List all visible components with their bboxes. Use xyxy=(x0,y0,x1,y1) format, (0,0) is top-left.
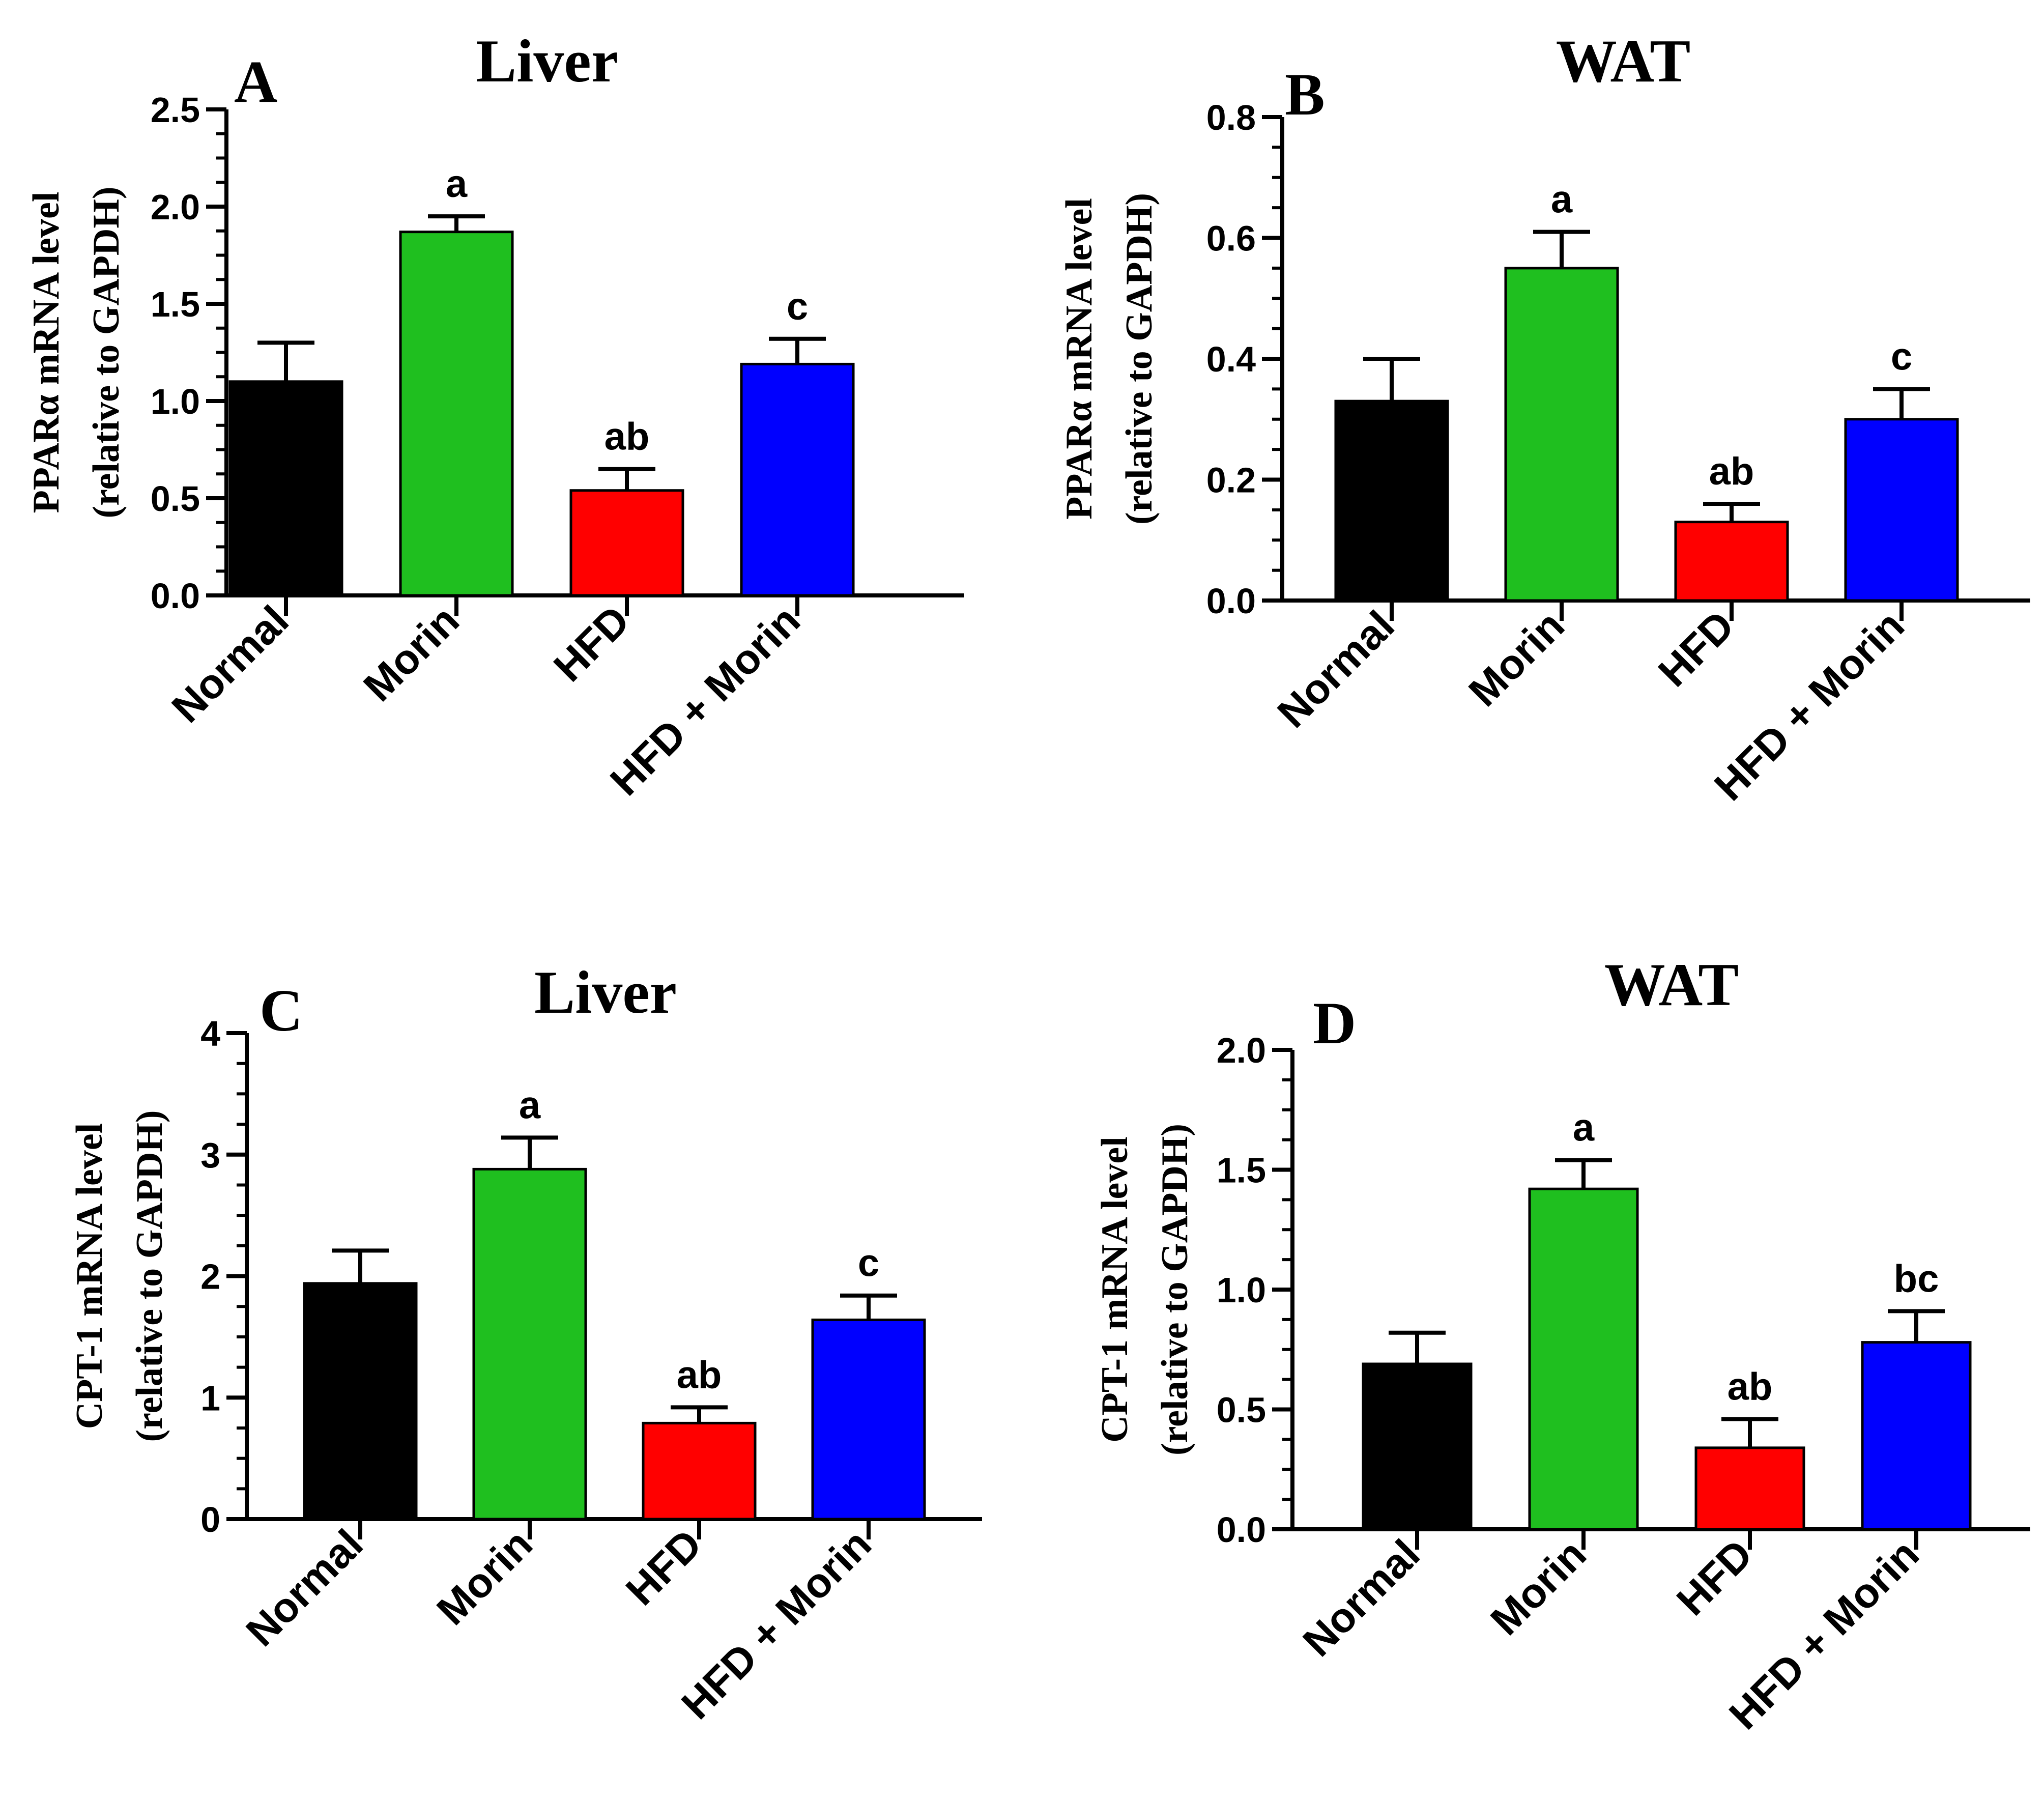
panel-c-title: Liver xyxy=(534,958,677,1026)
panel-d-bar-3 xyxy=(1694,1446,1805,1531)
panel-b-ytick-label: 0.0 xyxy=(1206,581,1256,621)
panel-a-sig-label: c xyxy=(787,285,808,328)
panel-b-category-label: Normal xyxy=(1269,602,1403,736)
panel-a-bar-1 xyxy=(228,380,343,597)
panel-a-bar-3 xyxy=(569,489,684,597)
panel-a-category-label: Morin xyxy=(355,597,468,710)
panel-b-ylabel-line1: PPARα mRNA level xyxy=(1058,198,1100,520)
panel-d: WAT D CPT-1 mRNA level (relative to GAPDH) 0… xyxy=(1094,951,2030,1738)
panel-d-sig-label: bc xyxy=(1894,1257,1939,1300)
panel-c-category-label: Normal xyxy=(238,1521,372,1655)
panel-d-title: WAT xyxy=(1604,951,1739,1018)
panel-d-bar-1 xyxy=(1362,1362,1473,1531)
panel-c-ytick-label: 1 xyxy=(200,1378,220,1418)
panel-b-bar-1 xyxy=(1334,399,1449,602)
panel-b-sig-label: c xyxy=(1891,335,1912,378)
panel-a-ytick-label: 2.0 xyxy=(151,187,200,227)
panel-c-bar-2 xyxy=(472,1167,587,1521)
panel-a-ytick-label: 0.5 xyxy=(151,479,200,519)
panel-c-bar-3 xyxy=(642,1421,757,1521)
panel-b-ytick-label: 0.8 xyxy=(1206,98,1256,137)
panel-c-letter: C xyxy=(260,977,303,1044)
panel-b-sig-label: a xyxy=(1551,178,1573,221)
panel-d-ytick-label: 0.5 xyxy=(1217,1390,1266,1430)
panel-a-title: Liver xyxy=(476,27,618,95)
panel-a-sig-label: a xyxy=(446,162,468,206)
panel-c-category-label: HFD xyxy=(617,1521,711,1614)
panel-c-bar-1 xyxy=(303,1282,418,1521)
panel-d-ylabel-line1: CPT-1 mRNA level xyxy=(1094,1136,1136,1443)
panel-d-ytick-label: 0.0 xyxy=(1217,1510,1266,1550)
panel-c-sig-label: ab xyxy=(677,1353,722,1396)
panel-b-letter: B xyxy=(1285,61,1325,128)
panel-c-ylabel-line2: (relative to GAPDH) xyxy=(129,1110,170,1442)
panel-c-bar-4 xyxy=(811,1318,926,1521)
panel-b-ylabel-line2: (relative to GAPDH) xyxy=(1118,193,1160,525)
panel-b-bar-3 xyxy=(1674,521,1789,602)
panel-c-ytick-label: 3 xyxy=(200,1135,220,1175)
panel-a-ytick-label: 2.5 xyxy=(151,90,200,130)
panel-a-bar-2 xyxy=(399,231,514,597)
panel-b-ytick-label: 0.2 xyxy=(1206,461,1256,500)
panel-a-ytick-label: 1.0 xyxy=(151,382,200,421)
panel-d-category-label: Morin xyxy=(1482,1531,1595,1644)
panel-a-ytick-label: 0.0 xyxy=(151,576,200,616)
panel-b-title: WAT xyxy=(1556,27,1691,95)
panel-b-category-label: Morin xyxy=(1460,602,1573,715)
panel-b-bar-4 xyxy=(1844,418,1959,602)
panel-d-ylabel-line2: (relative to GAPDH) xyxy=(1154,1124,1196,1455)
panel-a-sig-label: ab xyxy=(604,415,650,459)
panel-c: Liver C CPT-1 mRNA level (relative to GAPDH… xyxy=(69,958,982,1728)
panel-a: Liver A PPARα mRNA level (relative to GAPDH… xyxy=(25,27,964,805)
panel-c-sig-label: c xyxy=(858,1242,879,1285)
panel-d-category-label: Normal xyxy=(1294,1531,1429,1665)
panel-c-category-label: Morin xyxy=(428,1521,541,1634)
panel-d-sig-label: ab xyxy=(1728,1365,1773,1408)
panel-d-sig-label: a xyxy=(1573,1106,1595,1150)
panel-c-ylabel-line1: CPT-1 mRNA level xyxy=(69,1123,110,1430)
panel-a-category-label: HFD xyxy=(545,597,639,691)
panel-d-ytick-label: 1.5 xyxy=(1217,1151,1266,1190)
panel-c-ytick-label: 2 xyxy=(200,1257,220,1297)
panel-b-sig-label: ab xyxy=(1709,450,1754,493)
panel-d-category-label: HFD xyxy=(1668,1531,1762,1624)
panel-d-bar-2 xyxy=(1528,1187,1639,1531)
panel-b-category-label: HFD xyxy=(1650,602,1743,696)
panel-d-ytick-label: 2.0 xyxy=(1217,1031,1266,1070)
panel-a-ylabel-line2: (relative to GAPDH) xyxy=(85,186,127,518)
panel-d-bar-4 xyxy=(1861,1341,1972,1531)
panel-d-ytick-label: 1.0 xyxy=(1217,1270,1266,1310)
panel-b-bar-2 xyxy=(1504,267,1619,602)
panel-b-ytick-label: 0.4 xyxy=(1206,339,1256,379)
panel-c-ytick-label: 0 xyxy=(200,1500,220,1539)
panel-a-bar-4 xyxy=(740,362,855,597)
panel-c-sig-label: a xyxy=(519,1083,541,1127)
panel-a-ytick-label: 1.5 xyxy=(151,284,200,324)
panel-c-ytick-label: 4 xyxy=(200,1014,220,1053)
panel-b: WAT B PPARα mRNA level (relative to GAPDH) 0… xyxy=(1058,27,2030,810)
panel-a-ylabel-line1: PPARα mRNA level xyxy=(25,192,67,513)
panel-b-ytick-label: 0.6 xyxy=(1206,219,1256,259)
panel-a-letter: A xyxy=(234,48,277,115)
panel-d-letter: D xyxy=(1313,990,1356,1056)
panel-a-category-label: Normal xyxy=(163,597,298,731)
